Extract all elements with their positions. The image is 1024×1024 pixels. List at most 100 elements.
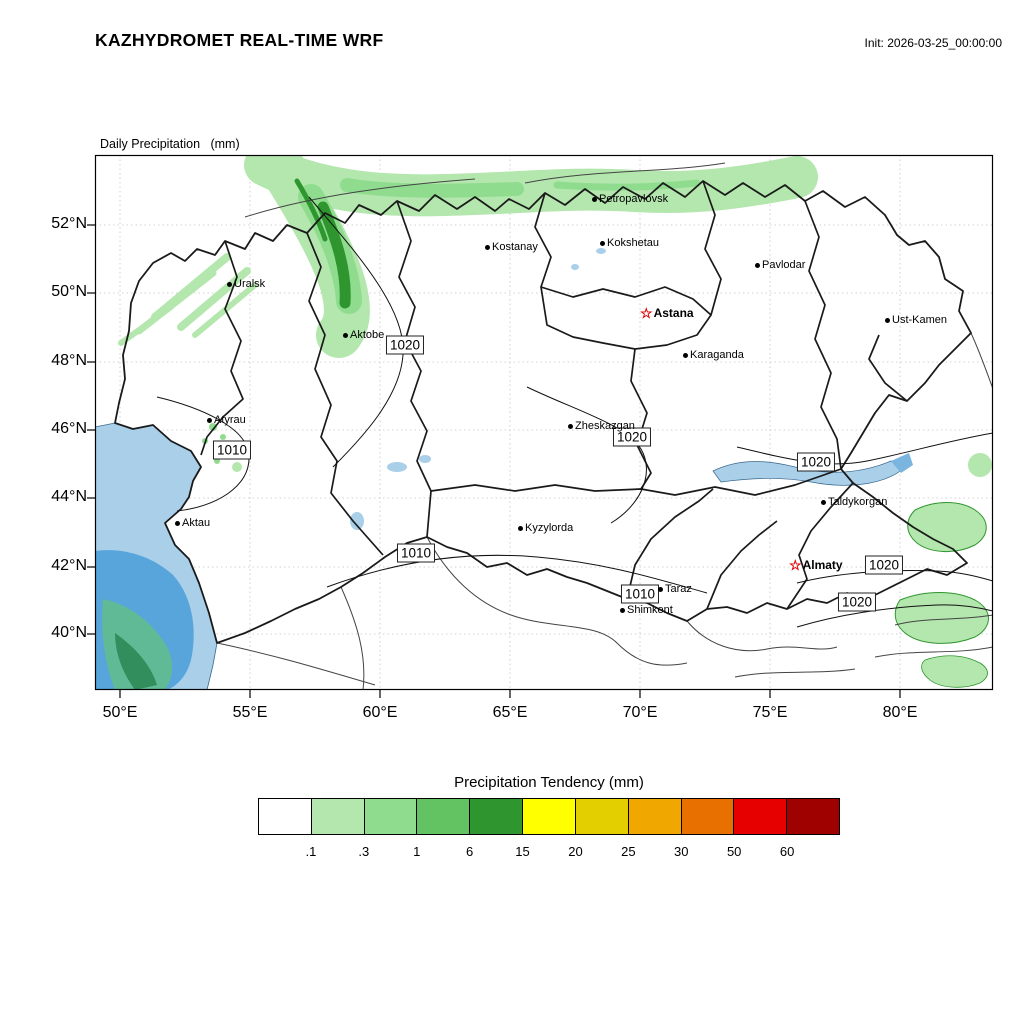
city-marker: Aktobe [343, 329, 384, 341]
precipitation-patches [202, 423, 992, 688]
city-dot-icon [755, 262, 760, 268]
legend-color-cell [523, 799, 576, 834]
kazakhstan-border [114, 180, 972, 644]
legend-color-cell [364, 799, 418, 834]
city-dot-icon [821, 499, 826, 505]
city-marker: Taraz [658, 583, 692, 595]
city-marker: Pavlodar [755, 259, 805, 271]
legend-color-cell [259, 799, 312, 834]
capital-star-icon: ☆ [789, 557, 802, 573]
legend-tick-label: 15 [515, 844, 530, 859]
city-label: Kyzylorda [525, 522, 574, 534]
capital-star-icon: ☆ [640, 305, 653, 321]
city-marker: Karaganda [683, 349, 744, 361]
city-label: Kokshetau [607, 237, 659, 249]
capital-label: Astana [653, 306, 694, 320]
capital-label: Almaty [802, 558, 843, 572]
legend-color-cell [311, 799, 365, 834]
city-dot-icon [683, 352, 688, 358]
lon-tick-label: 65°E [492, 704, 528, 721]
legend-color-cell [734, 799, 788, 834]
oblast-borders [200, 180, 908, 610]
city-dot-icon [207, 417, 212, 423]
city-dot-icon [175, 520, 180, 526]
lat-tick-label: 42°N [51, 557, 87, 574]
legend-tick-label: 1 [413, 844, 421, 859]
city-marker: Kokshetau [600, 237, 659, 249]
city-marker: Ust-Kamen [885, 314, 947, 326]
pressure-label: 1020 [864, 555, 904, 575]
field-label-precipitation: Daily Precipitation (mm) [100, 137, 240, 151]
city-dot-icon [343, 332, 348, 338]
neighbor-borders [216, 162, 993, 690]
lon-tick-label: 80°E [882, 704, 918, 721]
city-label: Zheskazgan [575, 420, 635, 432]
pressure-label: 1020 [612, 427, 652, 447]
city-label: Shimkent [627, 604, 673, 616]
lon-tick-label: 55°E [232, 704, 268, 721]
city-label: Kostanay [492, 241, 538, 253]
city-label: Aktau [182, 517, 211, 529]
legend-tick-label: .3 [358, 844, 370, 859]
city-marker: Zheskazgan [568, 420, 635, 432]
legend-tick-label: 30 [674, 844, 689, 859]
lon-tick-label: 70°E [622, 704, 658, 721]
city-label: Uralsk [234, 278, 266, 290]
legend-color-cell [417, 799, 471, 834]
lat-tick-label: 44°N [51, 488, 87, 505]
legend-color-cell [787, 799, 839, 834]
map-svg [87, 154, 994, 698]
city-dot-icon [592, 196, 597, 202]
legend-color-cell [575, 799, 629, 834]
pressure-label: 1010 [212, 440, 252, 460]
legend-color-cell [628, 799, 682, 834]
city-marker: Kostanay [485, 241, 538, 253]
map-canvas: 52°N 50°N 48°N 46°N 44°N 42°N 40°N 50°E 55°E 60°E… [51, 154, 994, 721]
capital-marker: ☆ Astana [640, 306, 694, 320]
lat-tick-label: 50°N [51, 283, 87, 300]
legend-tick-label: 20 [568, 844, 583, 859]
city-label: Ust-Kamen [892, 314, 948, 326]
capital-marker: ☆ Almaty [789, 558, 843, 572]
legend-tick-label: 60 [779, 844, 795, 859]
lat-tick-label: 48°N [51, 352, 87, 369]
city-dot-icon [485, 244, 490, 250]
city-marker: Uralsk [227, 278, 265, 290]
city-dot-icon [600, 240, 605, 246]
city-dot-icon [227, 281, 232, 287]
lat-tick-label: 46°N [51, 420, 87, 437]
legend: Precipitation Tendency (mm) .1 .3 1 6 15 20 25… [258, 774, 840, 859]
init-timestamp: Init: 2026-03-25_00:00:00 [864, 36, 1002, 50]
legend-tick-label: 25 [621, 844, 636, 859]
precip-over-sea [95, 550, 194, 690]
city-label: Pavlodar [762, 259, 806, 271]
legend-color-cell [681, 799, 735, 834]
city-dot-icon [518, 525, 523, 531]
map-frame [94, 154, 994, 691]
pressure-label: 1010 [396, 543, 436, 563]
city-label: Aktobe [350, 329, 385, 341]
city-marker: Petropavlovsk [592, 193, 668, 205]
city-marker: Kyzylorda [518, 522, 573, 534]
lakes [350, 248, 913, 530]
legend-tick-label: 6 [466, 844, 474, 859]
legend-tick-label: .1 [305, 844, 317, 859]
lon-tick-label: 60°E [362, 704, 398, 721]
city-label: Taraz [665, 583, 692, 595]
city-dot-icon [885, 317, 890, 323]
pressure-label: 1020 [796, 452, 836, 472]
city-marker: Atyrau [207, 414, 246, 426]
lat-tick-label: 40°N [51, 624, 87, 641]
page-title: KAZHYDROMET REAL-TIME WRF [95, 30, 384, 50]
city-dot-icon [568, 423, 573, 429]
city-marker: Shimkent [620, 604, 673, 616]
legend-title: Precipitation Tendency (mm) [454, 774, 644, 791]
axis-ticks [87, 224, 901, 698]
city-marker: Aktau [175, 517, 210, 529]
city-dot-icon [620, 607, 625, 613]
pressure-label: 1010 [620, 584, 660, 604]
pressure-label: 1020 [837, 592, 877, 612]
legend-tick-label: 50 [726, 844, 742, 859]
city-dot-icon [658, 586, 663, 592]
